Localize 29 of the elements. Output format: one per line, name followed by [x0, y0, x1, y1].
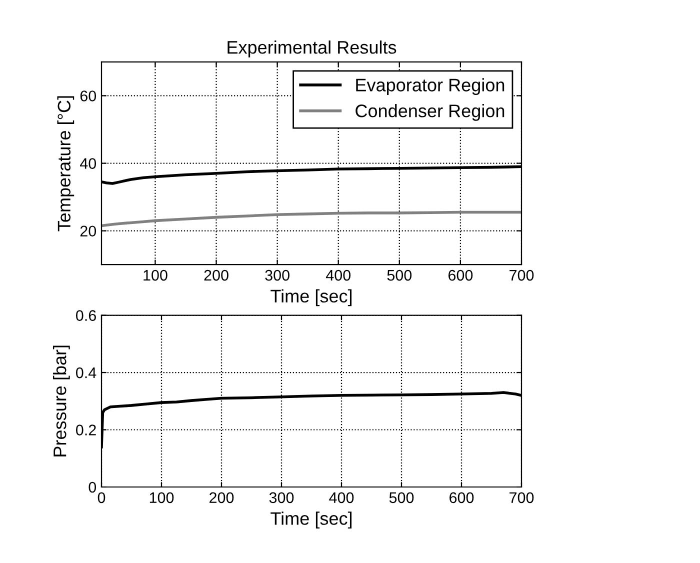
legend-label: Evaporator Region: [356, 78, 504, 96]
x-tick-label: 500: [387, 270, 412, 281]
y-tick-label: 60: [80, 90, 96, 102]
x-tick-label: 600: [450, 492, 474, 504]
legend-label: Condenser Region: [356, 104, 504, 121]
x-tick-label: 700: [510, 270, 534, 281]
x-tick-label: 0: [98, 492, 106, 504]
x-tick-label: 200: [210, 492, 234, 504]
x-tick-label: 400: [329, 492, 354, 504]
y-axis-title: Temperature [°C]: [57, 96, 74, 232]
x-tick-label: 300: [265, 270, 290, 281]
y-tick-label: 0: [88, 482, 96, 493]
x-tick-label: 200: [204, 270, 228, 281]
x-axis-title: Time [sec]: [270, 512, 352, 528]
y-axis-title: Pressure [bar]: [53, 346, 70, 456]
y-tick-label: 0.2: [76, 424, 96, 436]
y-tick-label: 40: [80, 158, 96, 169]
x-tick-label: 100: [144, 270, 168, 281]
x-tick-label: 500: [389, 492, 414, 504]
x-tick-label: 600: [448, 270, 473, 281]
x-tick-label: 100: [150, 492, 174, 504]
y-tick-label: 20: [80, 226, 96, 237]
chart-title: Experimental Results: [228, 40, 396, 58]
y-tick-label: 0.4: [76, 367, 96, 378]
x-tick-label: 300: [269, 492, 294, 504]
x-tick-label: 700: [510, 492, 534, 504]
x-tick-label: 400: [326, 270, 351, 281]
y-tick-label: 0.6: [76, 310, 96, 321]
x-axis-title: Time [sec]: [270, 289, 352, 306]
